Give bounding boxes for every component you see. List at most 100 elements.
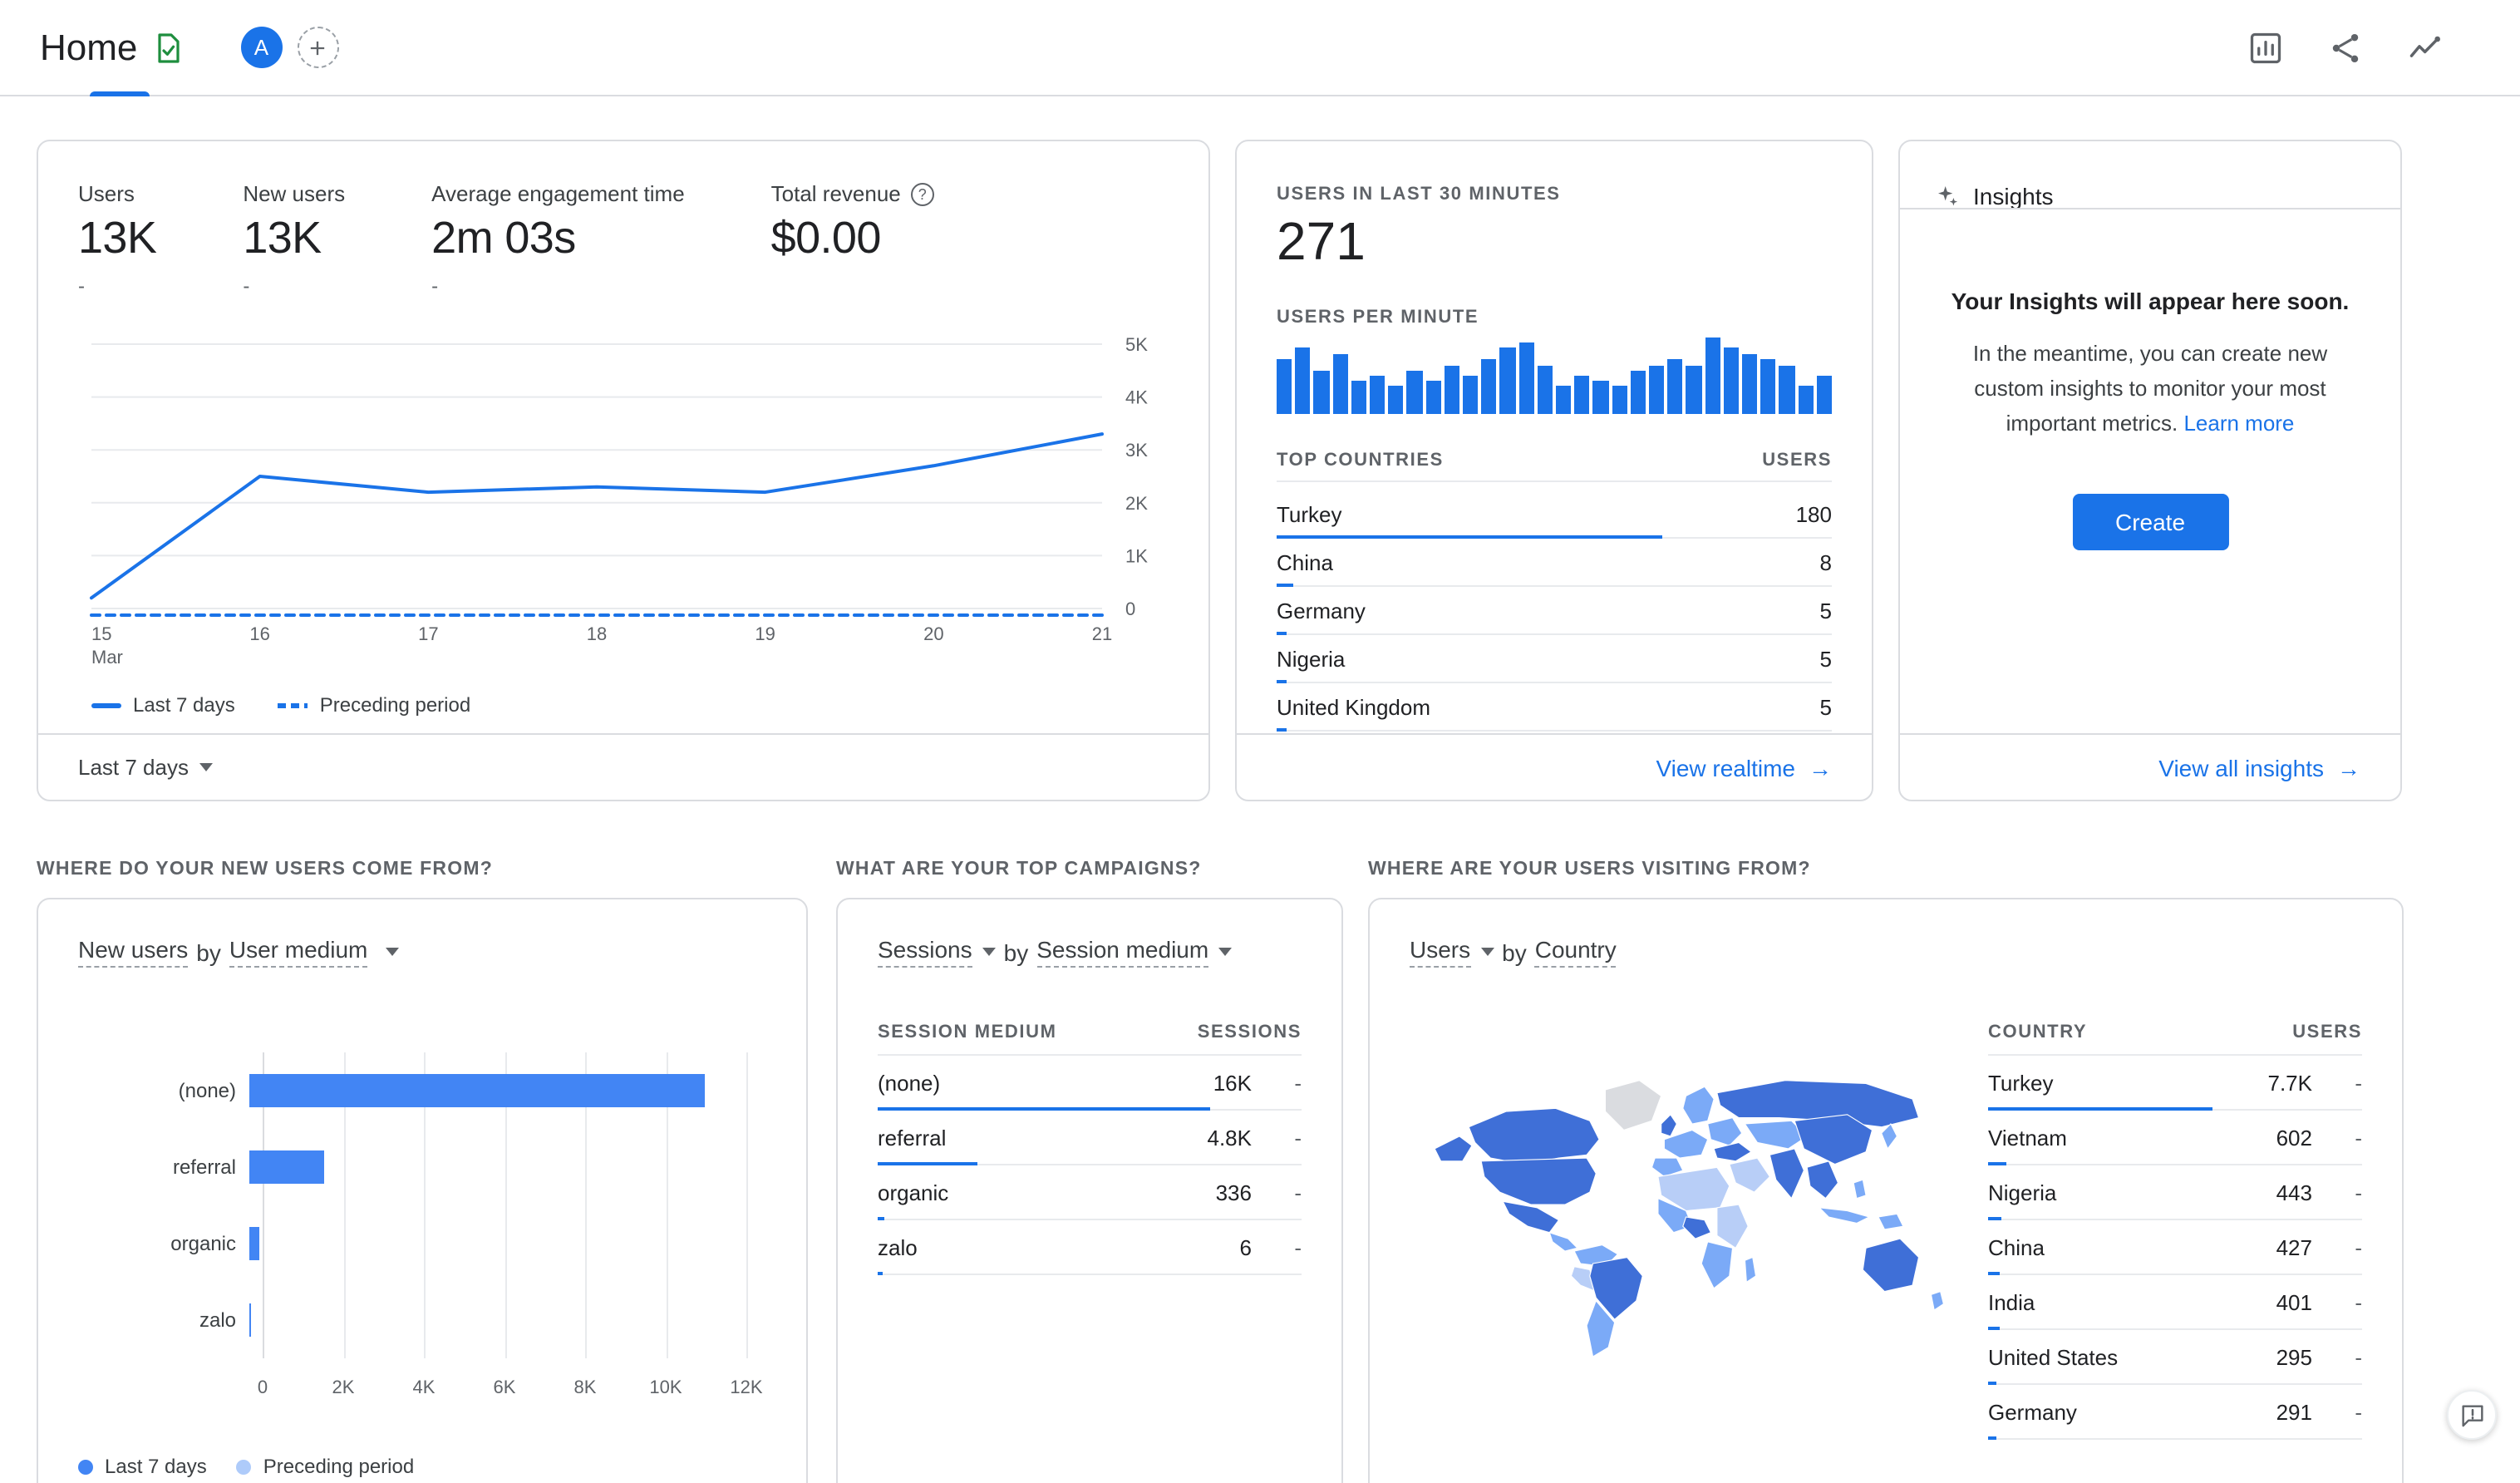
legend-label: Preceding period	[319, 693, 471, 717]
view-all-insights-link[interactable]: View all insights →	[2158, 754, 2360, 781]
share-button[interactable]	[2324, 26, 2367, 69]
legend-last-7-days: Last 7 days	[78, 1455, 207, 1478]
campaigns-table: SESSION MEDIUM SESSIONS (none) 16K - referr…	[878, 1022, 1302, 1275]
tab-indicator	[90, 91, 150, 96]
table-row: zalo 6 -	[878, 1220, 1302, 1275]
light-dot-swatch	[236, 1459, 252, 1474]
dimension-dropdown[interactable]: Country	[1534, 936, 1617, 968]
campaigns-dropdown[interactable]: Sessions by Session medium	[878, 936, 1233, 968]
table-row: referral 4.8K -	[878, 1111, 1302, 1165]
country-name: United Kingdom	[1277, 694, 1430, 719]
legend-label: Last 7 days	[133, 693, 235, 717]
insights-body: In the meantime, you can create new cust…	[1947, 337, 2354, 441]
bar-row: organic	[78, 1205, 766, 1282]
date-range-dropdown[interactable]: Last 7 days	[78, 755, 212, 780]
row-value: 6	[1239, 1234, 1252, 1259]
row-value: 401	[2276, 1289, 2312, 1314]
insights-body-text: In the meantime, you can create new cust…	[1972, 341, 2328, 436]
insights-divider	[1900, 208, 2400, 209]
legend-preceding-period: Preceding period	[278, 693, 470, 717]
share-icon	[2332, 32, 2359, 62]
metric-total-revenue: Total revenue ? $0.00	[771, 181, 934, 298]
col-users: USERS	[1762, 451, 1832, 471]
row-value: 7.7K	[2267, 1070, 2313, 1095]
chart-gridlines	[263, 1052, 748, 1358]
table-row: United States 295 -	[1988, 1330, 2362, 1385]
legend-preceding-period: Preceding period	[236, 1455, 414, 1478]
caret-down-icon	[1218, 948, 1233, 956]
realtime-minute-bar	[1518, 342, 1534, 414]
link-label: View all insights	[2158, 754, 2324, 781]
svg-text:4K: 4K	[1125, 387, 1148, 408]
visitors-dropdown[interactable]: Users by Country	[1410, 936, 1617, 968]
by-word: by	[196, 939, 221, 965]
realtime-minute-bar	[1742, 353, 1758, 414]
feedback-chat-icon	[2461, 1404, 2483, 1426]
arrow-right-icon: →	[2337, 754, 2360, 781]
x-tick-label: 0	[257, 1378, 268, 1398]
metric-value: $0.00	[770, 213, 882, 263]
svg-text:1K: 1K	[1125, 545, 1148, 566]
table-row: India 401 -	[1988, 1275, 2362, 1330]
realtime-minute-bar	[1463, 376, 1479, 414]
row-delta: -	[1294, 1180, 1302, 1205]
metric-value: 2m 03s	[431, 213, 576, 263]
realtime-minute-bar	[1556, 386, 1572, 414]
add-comparison-button[interactable]	[297, 27, 339, 68]
bar-row: (none)	[78, 1052, 766, 1129]
row-value: 336	[1215, 1180, 1252, 1205]
col-users: USERS	[2292, 1022, 2362, 1042]
visitors-card: Users by Country	[1368, 898, 2404, 1483]
proportion-bar	[878, 1217, 884, 1220]
proportion-bar	[878, 1107, 1210, 1111]
row-label: China	[1988, 1234, 2045, 1259]
metric-delta	[771, 274, 934, 298]
chart-legend: Last 7 days Preceding period	[91, 693, 470, 717]
category-label: zalo	[199, 1308, 236, 1332]
metric-dropdown[interactable]: Users	[1410, 936, 1471, 968]
new-users-dropdown[interactable]: New users by User medium	[78, 936, 400, 968]
customize-report-button[interactable]	[2244, 26, 2287, 69]
dimension-dropdown[interactable]: User medium	[229, 936, 368, 968]
realtime-minute-bar	[1388, 386, 1404, 414]
proportion-bar	[1988, 1107, 2212, 1111]
row-value: 295	[2276, 1344, 2312, 1369]
metric-label-text: Total revenue	[770, 181, 901, 206]
row-delta: -	[1294, 1234, 1302, 1259]
view-realtime-link[interactable]: View realtime →	[1656, 754, 1832, 781]
insights-title-text: Insights	[1973, 183, 2054, 208]
insights-card-footer: View all insights →	[1900, 733, 2400, 800]
realtime-minute-bar	[1295, 347, 1311, 414]
svg-text:21: 21	[1092, 623, 1112, 644]
realtime-minute-bar	[1313, 370, 1330, 414]
realtime-card-footer: View realtime →	[1237, 733, 1872, 800]
gridline	[585, 1052, 587, 1358]
metric-label: New users	[243, 181, 346, 206]
insights-button[interactable]	[2404, 26, 2447, 69]
row-label: Vietnam	[1988, 1125, 2067, 1150]
realtime-minute-bar	[1612, 386, 1627, 414]
gridline	[666, 1052, 667, 1358]
metric-dropdown[interactable]: New users	[78, 936, 189, 968]
realtime-title: USERS IN LAST 30 MINUTES	[1277, 185, 1561, 204]
world-map-choropleth	[1434, 1080, 1945, 1357]
proportion-bar	[878, 1272, 883, 1275]
create-button[interactable]: Create	[2071, 494, 2229, 550]
row-delta: -	[2355, 1289, 2362, 1314]
feedback-button[interactable]	[2447, 1390, 2497, 1440]
bar-row: zalo	[78, 1282, 766, 1358]
customize-report-icon	[2250, 32, 2281, 63]
dimension-dropdown[interactable]: Session medium	[1036, 936, 1209, 968]
col-top-countries: TOP COUNTRIES	[1277, 451, 1444, 471]
x-tick-label: 12K	[730, 1378, 763, 1398]
learn-more-link[interactable]: Learn more	[2183, 410, 2295, 436]
new-users-bar-chart: (none) referral organic zalo	[78, 1052, 766, 1358]
country-name: Turkey	[1277, 501, 1342, 526]
help-icon[interactable]: ?	[910, 182, 934, 205]
metric-new-users: New users 13K -	[243, 181, 345, 298]
metric-dropdown[interactable]: Sessions	[878, 936, 972, 968]
row-delta: -	[2355, 1234, 2362, 1259]
avatar[interactable]: A	[240, 27, 283, 68]
metric-label: Average engagement time	[431, 181, 685, 206]
